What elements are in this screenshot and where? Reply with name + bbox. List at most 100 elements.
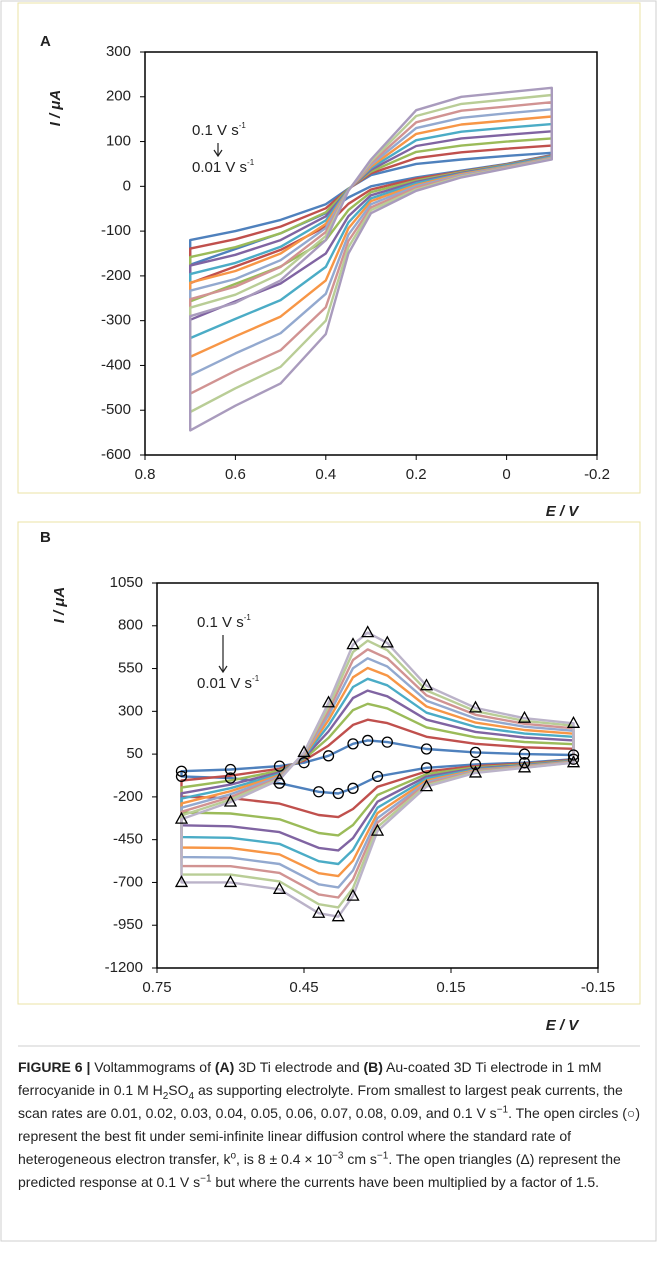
annotation-sup: -1: [244, 613, 252, 622]
triangle-marker: [272, 881, 287, 894]
caption-sub: 4: [188, 1090, 195, 1102]
caption-text: as supporting electrolyte. From smallest…: [18, 1082, 623, 1121]
y-tick-label: -200: [113, 788, 143, 805]
caption-text: 3D Ti electrode and: [234, 1059, 364, 1075]
plot-area: [189, 86, 553, 432]
annotation-sup: -1: [239, 121, 247, 130]
circle-marker: [347, 782, 359, 794]
circle-marker: [420, 743, 433, 755]
y-tick-label: -500: [101, 401, 131, 418]
panel-border: [17, 521, 641, 1005]
plot-area: [174, 625, 581, 922]
triangle-marker: [468, 765, 483, 778]
plot-border: [156, 582, 599, 969]
circle-marker: [224, 763, 237, 776]
annotation: 0.1 V s-1: [197, 613, 251, 631]
caption-sup: o: [230, 1150, 237, 1162]
triangle-marker: [272, 772, 287, 785]
triangle-marker: [419, 779, 434, 792]
cv-curve: [189, 86, 553, 432]
triangle-marker: [174, 811, 189, 824]
x-tick-label: 0: [502, 466, 510, 483]
y-tick-label: -600: [101, 446, 131, 463]
triangle-marker: [361, 625, 375, 638]
caption-text: Au-coated 3D Ti electrode in 1 mM ferroc…: [18, 1059, 602, 1098]
circle-marker: [298, 757, 310, 769]
panel-label: A: [40, 33, 51, 50]
caption-sup: −3: [332, 1150, 344, 1162]
caption-sup: −1: [496, 1104, 509, 1116]
triangle-marker: [380, 635, 394, 648]
triangle-marker: [331, 909, 345, 922]
circle-marker: [347, 738, 359, 750]
triangle-marker: [517, 710, 532, 723]
annotation-text: 0.01 V s: [197, 675, 252, 692]
panel-label: B: [40, 529, 51, 546]
circle-marker: [371, 770, 384, 783]
circle-marker: [518, 757, 531, 769]
annotation-text: 0.1 V s: [197, 614, 244, 631]
circle-marker: [469, 758, 482, 771]
x-axis-label: E / V: [546, 503, 581, 520]
triangle-marker: [223, 794, 238, 807]
circle-marker: [175, 765, 188, 777]
triangle-marker: [346, 637, 360, 650]
y-tick-label: 100: [106, 133, 131, 150]
x-tick-label: 0.15: [436, 979, 465, 996]
x-tick-label: 0.6: [225, 466, 246, 483]
circle-marker: [420, 762, 433, 774]
panel-border: [17, 2, 641, 494]
circle-marker: [313, 786, 325, 798]
y-axis-label: I / μA: [51, 587, 68, 624]
y-tick-label: -950: [113, 916, 143, 933]
caption-text: , is 8 ± 0.4 × 10: [236, 1151, 333, 1167]
triangle-marker: [517, 760, 532, 773]
triangle-marker: [223, 875, 238, 888]
y-tick-label: -1200: [105, 959, 143, 976]
cv-curve: [180, 631, 575, 918]
triangle-marker: [468, 700, 483, 713]
y-tick-label: -700: [113, 873, 143, 890]
circle-marker: [224, 772, 237, 784]
x-tick-label: -0.15: [581, 979, 615, 996]
annotation: 0.01 V s-1: [192, 158, 255, 176]
y-tick-label: -300: [101, 312, 131, 329]
annotation: 0.1 V s-1: [192, 121, 246, 139]
triangle-marker: [566, 755, 581, 768]
circle-marker: [175, 770, 188, 783]
circle-marker: [567, 749, 580, 761]
triangle-marker: [370, 823, 385, 836]
triangle-marker: [321, 695, 336, 708]
annotation-sup: -1: [247, 158, 255, 167]
triangle-marker: [346, 888, 360, 901]
circle-marker: [567, 753, 580, 765]
circle-marker: [381, 736, 393, 748]
plot-border: [144, 51, 598, 456]
x-tick-label: 0.2: [406, 466, 427, 483]
y-tick-label: -200: [101, 267, 131, 284]
arrow-head: [213, 149, 223, 158]
y-tick-label: 50: [126, 745, 143, 762]
caption-text: but where the currents have been multipl…: [211, 1174, 600, 1190]
triangle-marker: [566, 715, 581, 728]
circle-marker: [362, 734, 374, 747]
circle-marker: [273, 760, 286, 772]
x-tick-label: 0.8: [135, 466, 156, 483]
y-tick-label: 1050: [110, 574, 143, 591]
arrow-head: [218, 665, 228, 674]
caption-label: FIGURE 6 |: [18, 1059, 91, 1075]
triangle-marker: [174, 875, 189, 888]
x-tick-label: 0.4: [315, 466, 336, 483]
caption-text: . The open circles (○) represent the bes…: [18, 1105, 641, 1167]
circle-marker: [469, 746, 482, 759]
caption-text: (B): [363, 1059, 383, 1075]
y-tick-label: -400: [101, 356, 131, 373]
circle-marker: [322, 750, 335, 762]
circle-marker: [332, 787, 344, 800]
caption: FIGURE 6 | Voltammograms of (A) 3D Ti el…: [18, 1056, 640, 1194]
cv-curve: [180, 666, 575, 878]
caption-text: SO: [168, 1082, 189, 1098]
annotation-text: 0.01 V s: [192, 159, 247, 176]
